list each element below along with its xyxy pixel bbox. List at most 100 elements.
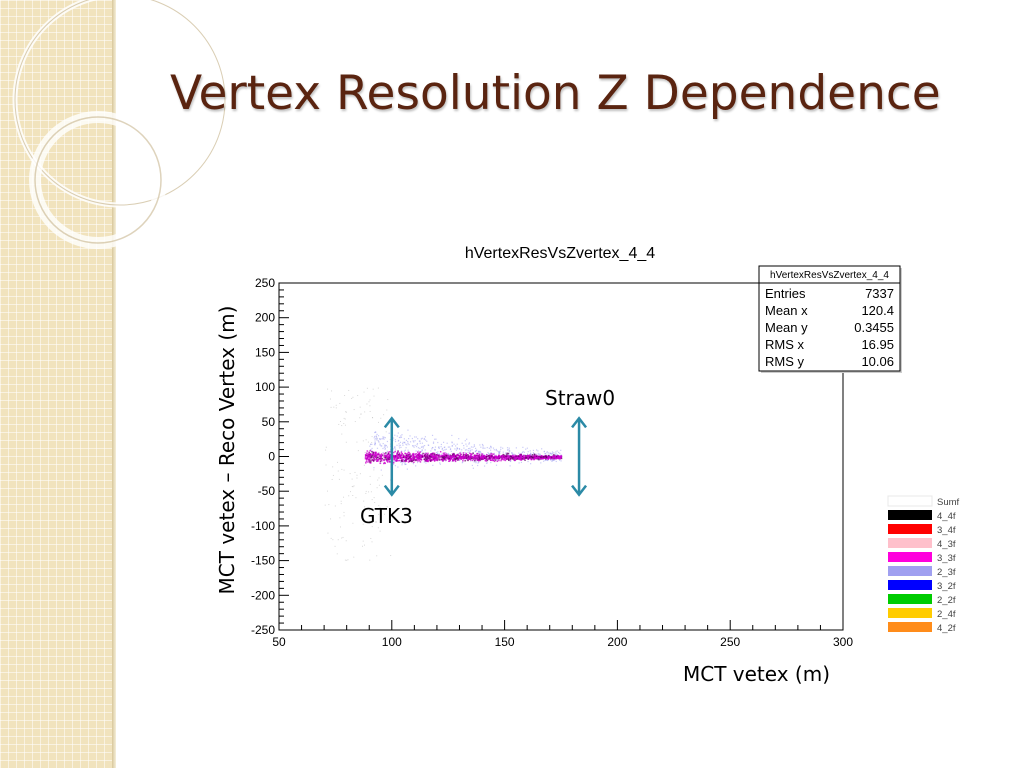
scatter-point: [492, 459, 494, 462]
scatter-point: [406, 444, 408, 446]
scatter-point: [557, 455, 560, 457]
y-tick-label: 100: [255, 380, 275, 394]
scatter-point: [443, 454, 445, 456]
scatter-point: [464, 440, 466, 442]
scatter-point: [460, 456, 462, 458]
y-tick-label: 50: [262, 415, 276, 429]
scatter-point: [436, 456, 439, 459]
scatter-point: [444, 458, 447, 461]
scatter-point: [412, 452, 415, 455]
scatter-point: [406, 468, 408, 470]
scatter-point: [386, 409, 388, 411]
scatter-point: [433, 453, 435, 456]
scatter-point: [535, 455, 538, 458]
scatter-point: [399, 455, 402, 458]
scatter-point: [481, 458, 483, 461]
scatter-point: [486, 446, 488, 449]
scatter-point: [440, 443, 442, 446]
scatter-point: [412, 453, 415, 456]
scatter-point: [402, 441, 404, 443]
scatter-point: [456, 447, 458, 449]
scatter-point: [405, 447, 407, 449]
scatter-point: [333, 406, 335, 408]
scatter-point: [535, 454, 538, 457]
scatter-point: [327, 388, 329, 390]
scatter-point: [509, 458, 512, 461]
scatter-point: [376, 447, 379, 449]
scatter-point: [415, 465, 417, 467]
scatter-point: [443, 456, 445, 458]
scatter-point: [401, 434, 403, 436]
scatter-point: [394, 459, 397, 462]
legend: Sumf 4_4f 3_4f 4_3f 3_3f 2_3f 3_2f 2_2f 2_4f 4_2f: [887, 495, 960, 634]
scatter-point: [419, 442, 421, 444]
scatter-point: [555, 453, 557, 455]
scatter-point: [408, 453, 410, 456]
scatter-point: [553, 456, 556, 459]
scatter-point: [423, 438, 425, 440]
scatter-point: [459, 457, 461, 460]
scatter-point: [352, 396, 354, 398]
scatter-point: [543, 457, 545, 460]
scatter-point: [393, 456, 395, 459]
scatter-point: [509, 455, 511, 457]
scatter-point: [407, 449, 409, 451]
scatter-point: [441, 459, 444, 462]
scatter-point: [362, 523, 364, 525]
scatter-point: [524, 454, 526, 456]
scatter-point: [553, 459, 555, 461]
scatter-point: [416, 461, 419, 464]
scatter-point: [459, 455, 461, 457]
scatter-point: [380, 459, 383, 461]
scatter-point: [341, 433, 343, 435]
scatter-point: [498, 459, 500, 462]
scatter-point: [520, 461, 523, 464]
scatter-point: [382, 454, 384, 456]
scatter-point: [465, 454, 467, 457]
scatter-point: [335, 407, 337, 409]
scatter-point: [536, 456, 539, 459]
scatter-point: [491, 459, 493, 462]
scatter-point: [379, 454, 382, 456]
scatter-point: [343, 423, 345, 425]
scatter-point: [484, 457, 487, 459]
scatter-point: [404, 449, 406, 451]
scatter-point: [409, 441, 412, 443]
scatter-point: [446, 454, 449, 456]
scatter-point: [362, 540, 364, 542]
scatter-point: [432, 442, 435, 444]
scatter-point: [468, 455, 470, 457]
scatter-point: [438, 453, 440, 455]
scatter-point: [439, 462, 441, 464]
scatter-point: [476, 449, 478, 451]
legend-label: 3_4f: [937, 525, 956, 536]
scatter-point: [383, 454, 386, 457]
scatter-point: [418, 452, 421, 454]
scatter-point: [444, 457, 447, 460]
scatter-point: [535, 453, 537, 455]
scatter-point: [485, 457, 488, 460]
scatter-point: [394, 457, 397, 459]
scatter-point: [545, 456, 548, 459]
scatter-point: [374, 451, 376, 454]
scatter-point: [517, 456, 520, 459]
scatter-point: [544, 452, 546, 455]
scatter-point: [554, 455, 557, 458]
scatter-point: [422, 452, 424, 455]
scatter-point: [367, 461, 369, 463]
x-tick-label: 250: [720, 635, 740, 649]
scatter-point: [352, 522, 354, 524]
scatter-point: [409, 455, 411, 457]
scatter-point: [431, 454, 433, 456]
scatter-point: [365, 460, 368, 463]
scatter-point: [401, 453, 403, 455]
scatter-point: [496, 455, 499, 458]
scatter-point: [489, 456, 492, 459]
scatter-point: [441, 455, 443, 457]
scatter-point: [525, 455, 527, 457]
scatter-point: [438, 447, 440, 449]
scatter-point: [425, 460, 427, 462]
scatter-point: [487, 454, 490, 457]
scatter-point: [344, 418, 346, 420]
scatter-point: [493, 457, 495, 459]
